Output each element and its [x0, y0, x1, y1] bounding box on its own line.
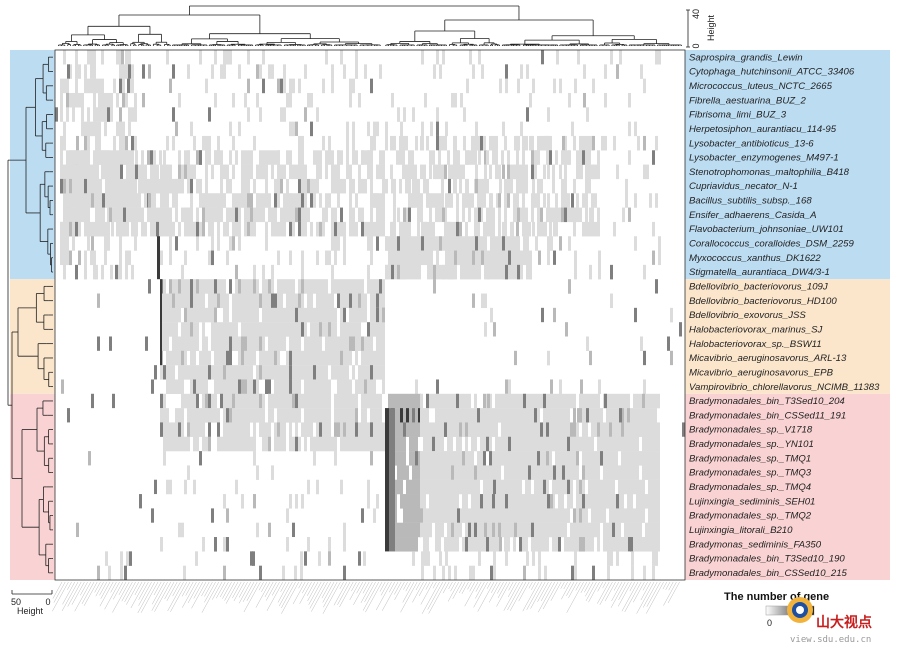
watermark-text: 山大视点 [816, 614, 872, 631]
row-height-axis-label: Height [17, 606, 44, 616]
row-label: Cytophaga_hutchinsonii_ATCC_33406 [689, 67, 855, 78]
row-label: Bradymonadales_sp._V1718 [689, 425, 813, 436]
row-label: Bdellovibrio_bacteriovorus_HD100 [689, 296, 837, 307]
row-label: Fibrisoma_limi_BUZ_3 [689, 110, 787, 121]
row-label: Bdellovibrio_bacteriovorus_109J [689, 282, 828, 293]
legend-min-label: 0 [767, 618, 772, 628]
row-label: Ensifer_adhaerens_Casida_A [689, 210, 816, 221]
column-height-axis-label: Height [706, 14, 716, 41]
row-label: Lysobacter_antibioticus_13-6 [689, 138, 814, 149]
row-label: Bradymonadales_sp._TMQ1 [689, 453, 811, 464]
row-label: Bradymonadales_bin_T3Sed10_204 [689, 396, 845, 407]
row-labels: Saprospira_grandis_Lewin Cytophaga_hutchi… [689, 52, 880, 579]
row-label: Stigmatella_aurantiaca_DW4/3-1 [689, 267, 830, 278]
row-label: Vampirovibrio_chlorellavorus_NCIMB_11383 [689, 382, 880, 393]
column-height-tick-0: 0 [691, 43, 701, 48]
row-label: Lujinxingia_litorali_B210 [689, 525, 793, 536]
heatmap-cells [55, 50, 685, 581]
legend-title: The number of gene [724, 591, 829, 603]
row-label: Saprospira_grandis_Lewin [689, 52, 803, 63]
row-label: Flavobacterium_johnsoniae_UW101 [689, 224, 844, 235]
row-label: Herpetosiphon_aurantiacu_114-95 [689, 124, 837, 135]
row-label: Bradymonadales_bin_CSSed11_191 [689, 410, 846, 421]
row-label: Bradymonadales_sp._TMQ3 [689, 468, 812, 479]
column-height-axis: 40 0 Height [686, 9, 716, 49]
row-label: Bradymonadales_bin_CSSed10_215 [689, 568, 848, 579]
row-label: Fibrella_aestuarina_BUZ_2 [689, 95, 806, 106]
row-label: Micavibrio_aeruginosavorus_EPB [689, 367, 834, 378]
row-dendrogram [7, 56, 53, 574]
row-label: Lujinxingia_sediminis_SEH01 [689, 496, 815, 507]
row-height-tick-50: 50 [11, 597, 21, 607]
row-label: Stenotrophomonas_maltophilia_B418 [689, 167, 850, 178]
row-label: Bradymonadales_sp._TMQ2 [689, 511, 812, 522]
row-label: Bacillus_subtilis_subsp._168 [689, 196, 812, 207]
row-label: Lysobacter_enzymogenes_M497-1 [689, 153, 839, 164]
row-label: Halobacteriovorax_marinus_SJ [689, 324, 823, 335]
row-label: Bradymonadales_bin_T3Sed10_190 [689, 554, 845, 565]
column-labels [52, 581, 680, 614]
watermark-url: view.sdu.edu.cn [790, 635, 871, 645]
row-label: Bradymonas_sediminis_FA350 [689, 539, 822, 550]
row-height-axis: 50 0 Height [11, 590, 53, 616]
legend: The number of gene 0 [724, 591, 829, 628]
column-dendrogram [58, 5, 682, 46]
column-height-tick-40: 40 [691, 9, 701, 19]
row-height-tick-0: 0 [45, 597, 50, 607]
row-label: Bdellovibrio_exovorus_JSS [689, 310, 806, 321]
row-label: Micrococcus_luteus_NCTC_2665 [689, 81, 833, 92]
row-label: Micavibrio_aeruginosavorus_ARL-13 [689, 353, 847, 364]
row-label: Bradymonadales_sp._YN101 [689, 439, 814, 450]
watermark: 山大视点 view.sdu.edu.cn [787, 597, 872, 645]
heatmap-border [54, 49, 686, 581]
row-label: Corallococcus_coralloides_DSM_2259 [689, 239, 854, 250]
row-label: Halobacteriovorax_sp._BSW11 [689, 339, 822, 350]
row-label: Bradymonadales_sp._TMQ4 [689, 482, 811, 493]
row-label: Cupriavidus_necator_N-1 [689, 181, 798, 192]
row-label: Myxococcus_xanthus_DK1622 [689, 253, 821, 264]
